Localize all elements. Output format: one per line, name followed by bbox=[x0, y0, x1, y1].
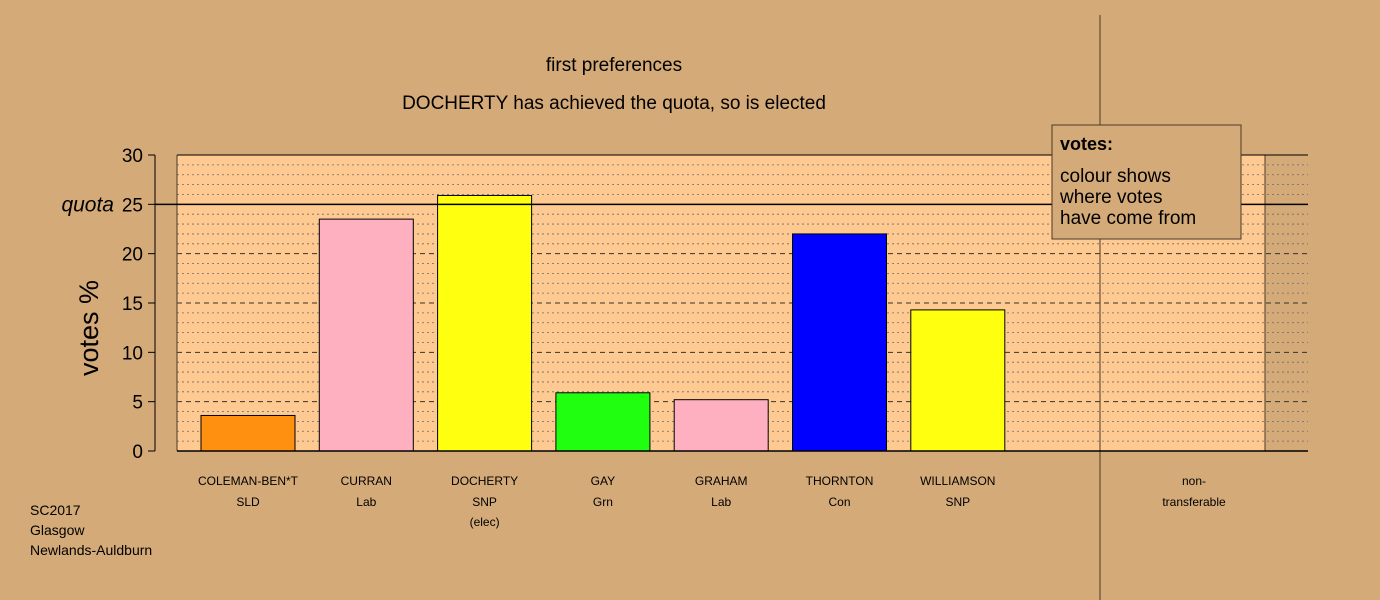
category-name-label: DOCHERTY bbox=[451, 474, 518, 488]
y-axis-label: votes % bbox=[74, 280, 104, 376]
category-party-label: SLD bbox=[236, 495, 260, 509]
bar-williamson bbox=[910, 309, 1006, 452]
legend-title: votes: bbox=[1060, 134, 1113, 154]
y-tick-label: 15 bbox=[122, 294, 143, 315]
legend-line-2: where votes bbox=[1059, 187, 1162, 208]
nontransferable-label-line2: transferable bbox=[1162, 495, 1226, 509]
y-tick-label: 0 bbox=[132, 442, 143, 463]
category-note-label: (elec) bbox=[470, 515, 500, 529]
quota-label: quota bbox=[61, 193, 114, 216]
bar-graham bbox=[673, 399, 769, 452]
y-tick-label: 25 bbox=[122, 195, 143, 216]
category-name-label: WILLIAMSON bbox=[920, 474, 995, 488]
y-tick-label: 30 bbox=[122, 146, 143, 167]
legend-line-3: have come from bbox=[1060, 208, 1196, 229]
category-party-label: SNP bbox=[472, 495, 497, 509]
category-name-label: GRAHAM bbox=[695, 474, 748, 488]
bar-docherty bbox=[437, 194, 533, 452]
bar-curran bbox=[318, 218, 414, 452]
y-tick-label: 20 bbox=[122, 245, 143, 266]
category-party-label: Con bbox=[828, 495, 850, 509]
category-party-label: SNP bbox=[945, 495, 970, 509]
chart-subtitle: DOCHERTY has achieved the quota, so is e… bbox=[402, 93, 826, 114]
category-name-label: THORNTON bbox=[806, 474, 874, 488]
category-party-label: Grn bbox=[593, 495, 613, 509]
footer-election: SC2017 bbox=[30, 502, 81, 518]
y-tick-label: 10 bbox=[122, 343, 143, 364]
bar-gay bbox=[555, 392, 651, 452]
category-labels: COLEMAN-BEN*T SLD CURRAN Lab DOCHERTY SNP (ele… bbox=[198, 474, 995, 529]
bar-coleman-ben-t bbox=[200, 414, 296, 452]
bar-thornton bbox=[792, 233, 887, 452]
category-party-label: Lab bbox=[356, 495, 376, 509]
legend-line-1: colour shows bbox=[1060, 166, 1171, 187]
category-name-label: CURRAN bbox=[341, 474, 392, 488]
legend: votes: colour shows where votes have com… bbox=[1051, 124, 1242, 240]
y-axis: 0 5 10 15 20 25 30 bbox=[122, 146, 156, 463]
category-name-label: COLEMAN-BEN*T bbox=[198, 474, 299, 488]
category-party-label: Lab bbox=[711, 495, 731, 509]
footer-council: Glasgow bbox=[30, 522, 85, 538]
bars bbox=[200, 194, 1006, 452]
y-tick-label: 5 bbox=[132, 393, 143, 414]
legend-box bbox=[1051, 124, 1242, 240]
chart-title: first preferences bbox=[546, 55, 682, 76]
nontransferable-label-line1: non- bbox=[1182, 474, 1206, 488]
footer-ward: Newlands-Auldburn bbox=[30, 542, 152, 558]
category-name-label: GAY bbox=[591, 474, 615, 488]
